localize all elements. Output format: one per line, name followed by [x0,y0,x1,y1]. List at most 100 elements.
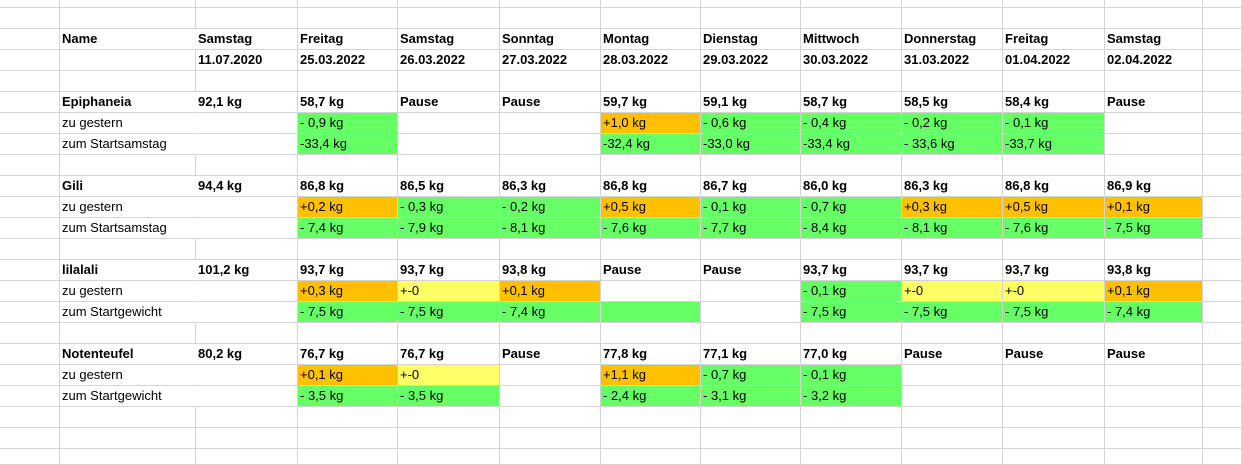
delta-cell[interactable]: - 0,1 kg [701,197,801,218]
header-date[interactable]: 31.03.2022 [902,50,1003,71]
row-label-start[interactable]: zum Startsamstag [60,134,196,155]
person-name[interactable]: lilalali [60,260,196,281]
delta-cell[interactable]: - 0,1 kg [801,281,902,302]
weight-cell[interactable]: 77,1 kg [701,344,801,365]
total-delta-cell[interactable]: - 8,1 kg [500,218,601,239]
delta-cell[interactable]: - 0,2 kg [902,113,1003,134]
empty-cell[interactable] [601,428,701,449]
delta-cell[interactable]: - 0,6 kg [701,113,801,134]
weight-cell[interactable]: 58,4 kg [1003,92,1105,113]
weight-cell[interactable]: Pause [500,92,601,113]
empty-cell[interactable] [298,407,398,428]
empty-cell[interactable] [701,407,801,428]
delta-cell[interactable]: +0,5 kg [601,197,701,218]
delta-cell[interactable]: - 0,9 kg [298,113,398,134]
empty-cell[interactable] [1003,449,1105,465]
total-delta-cell[interactable] [196,134,298,155]
empty-cell[interactable] [196,407,298,428]
delta-cell[interactable]: +-0 [398,281,500,302]
weight-cell[interactable]: 86,3 kg [902,176,1003,197]
empty-cell[interactable] [0,260,60,281]
empty-cell[interactable] [196,8,298,29]
empty-cell[interactable] [60,155,196,176]
delta-cell[interactable]: +-0 [1003,281,1105,302]
empty-cell[interactable] [196,239,298,260]
empty-cell[interactable] [0,323,60,344]
header-date[interactable]: 01.04.2022 [1003,50,1105,71]
empty-cell[interactable] [0,176,60,197]
header-day[interactable]: Sonntag [500,29,601,50]
empty-cell[interactable] [902,8,1003,29]
total-delta-cell[interactable]: - 7,4 kg [298,218,398,239]
empty-cell[interactable] [1203,449,1242,465]
empty-cell[interactable] [1105,407,1203,428]
total-delta-cell[interactable] [1105,386,1203,407]
empty-cell[interactable] [1203,113,1242,134]
weight-cell[interactable]: 93,7 kg [902,260,1003,281]
empty-cell[interactable] [701,155,801,176]
total-delta-cell[interactable]: - 7,6 kg [1003,218,1105,239]
total-delta-cell[interactable]: - 7,5 kg [1105,218,1203,239]
empty-cell[interactable] [196,0,298,8]
delta-cell[interactable]: - 0,7 kg [801,197,902,218]
empty-cell[interactable] [0,155,60,176]
weight-cell[interactable]: 93,7 kg [801,260,902,281]
delta-cell[interactable]: - 0,4 kg [801,113,902,134]
header-date[interactable]: 26.03.2022 [398,50,500,71]
delta-cell[interactable] [1105,365,1203,386]
empty-cell[interactable] [1203,176,1242,197]
empty-cell[interactable] [0,386,60,407]
weight-cell[interactable]: Pause [701,260,801,281]
empty-cell[interactable] [1105,155,1203,176]
weight-cell[interactable]: Pause [1105,344,1203,365]
total-delta-cell[interactable]: -33,7 kg [1003,134,1105,155]
empty-cell[interactable] [1203,155,1242,176]
delta-cell[interactable] [196,365,298,386]
weight-cell[interactable]: Pause [500,344,601,365]
delta-cell[interactable]: - 0,1 kg [1003,113,1105,134]
weight-cell[interactable]: 86,0 kg [801,176,902,197]
weight-cell[interactable]: 101,2 kg [196,260,298,281]
empty-cell[interactable] [196,71,298,92]
empty-cell[interactable] [1105,323,1203,344]
total-delta-cell[interactable] [398,134,500,155]
weight-cell[interactable]: 92,1 kg [196,92,298,113]
empty-cell[interactable] [398,323,500,344]
empty-cell[interactable] [1203,218,1242,239]
weight-cell[interactable]: 76,7 kg [398,344,500,365]
row-label-start[interactable]: zum Startgewicht [60,302,196,323]
empty-cell[interactable] [601,239,701,260]
empty-cell[interactable] [398,407,500,428]
empty-cell[interactable] [601,407,701,428]
delta-cell[interactable]: - 0,3 kg [398,197,500,218]
empty-cell[interactable] [902,71,1003,92]
empty-cell[interactable] [701,8,801,29]
empty-cell[interactable] [60,449,196,465]
delta-cell[interactable]: +1,1 kg [601,365,701,386]
total-delta-cell[interactable] [196,218,298,239]
delta-cell[interactable]: +-0 [398,365,500,386]
empty-cell[interactable] [801,239,902,260]
weight-cell[interactable]: Pause [1003,344,1105,365]
weight-cell[interactable]: Pause [1105,92,1203,113]
weight-cell[interactable]: 93,7 kg [1003,260,1105,281]
header-day[interactable]: Donnerstag [902,29,1003,50]
empty-cell[interactable] [500,323,601,344]
weight-cell[interactable]: 93,8 kg [500,260,601,281]
total-delta-cell[interactable]: - 2,4 kg [601,386,701,407]
row-label-zu-gestern[interactable]: zu gestern [60,113,196,134]
empty-cell[interactable] [1203,386,1242,407]
weight-cell[interactable]: 93,7 kg [398,260,500,281]
empty-cell[interactable] [801,449,902,465]
weight-cell[interactable]: Pause [398,92,500,113]
weight-cell[interactable]: 58,7 kg [801,92,902,113]
empty-cell[interactable] [801,71,902,92]
empty-cell[interactable] [398,0,500,8]
empty-cell[interactable] [601,0,701,8]
empty-cell[interactable] [398,428,500,449]
empty-cell[interactable] [0,197,60,218]
empty-cell[interactable] [60,323,196,344]
empty-cell[interactable] [1105,0,1203,8]
empty-cell[interactable] [701,0,801,8]
empty-cell[interactable] [1105,239,1203,260]
